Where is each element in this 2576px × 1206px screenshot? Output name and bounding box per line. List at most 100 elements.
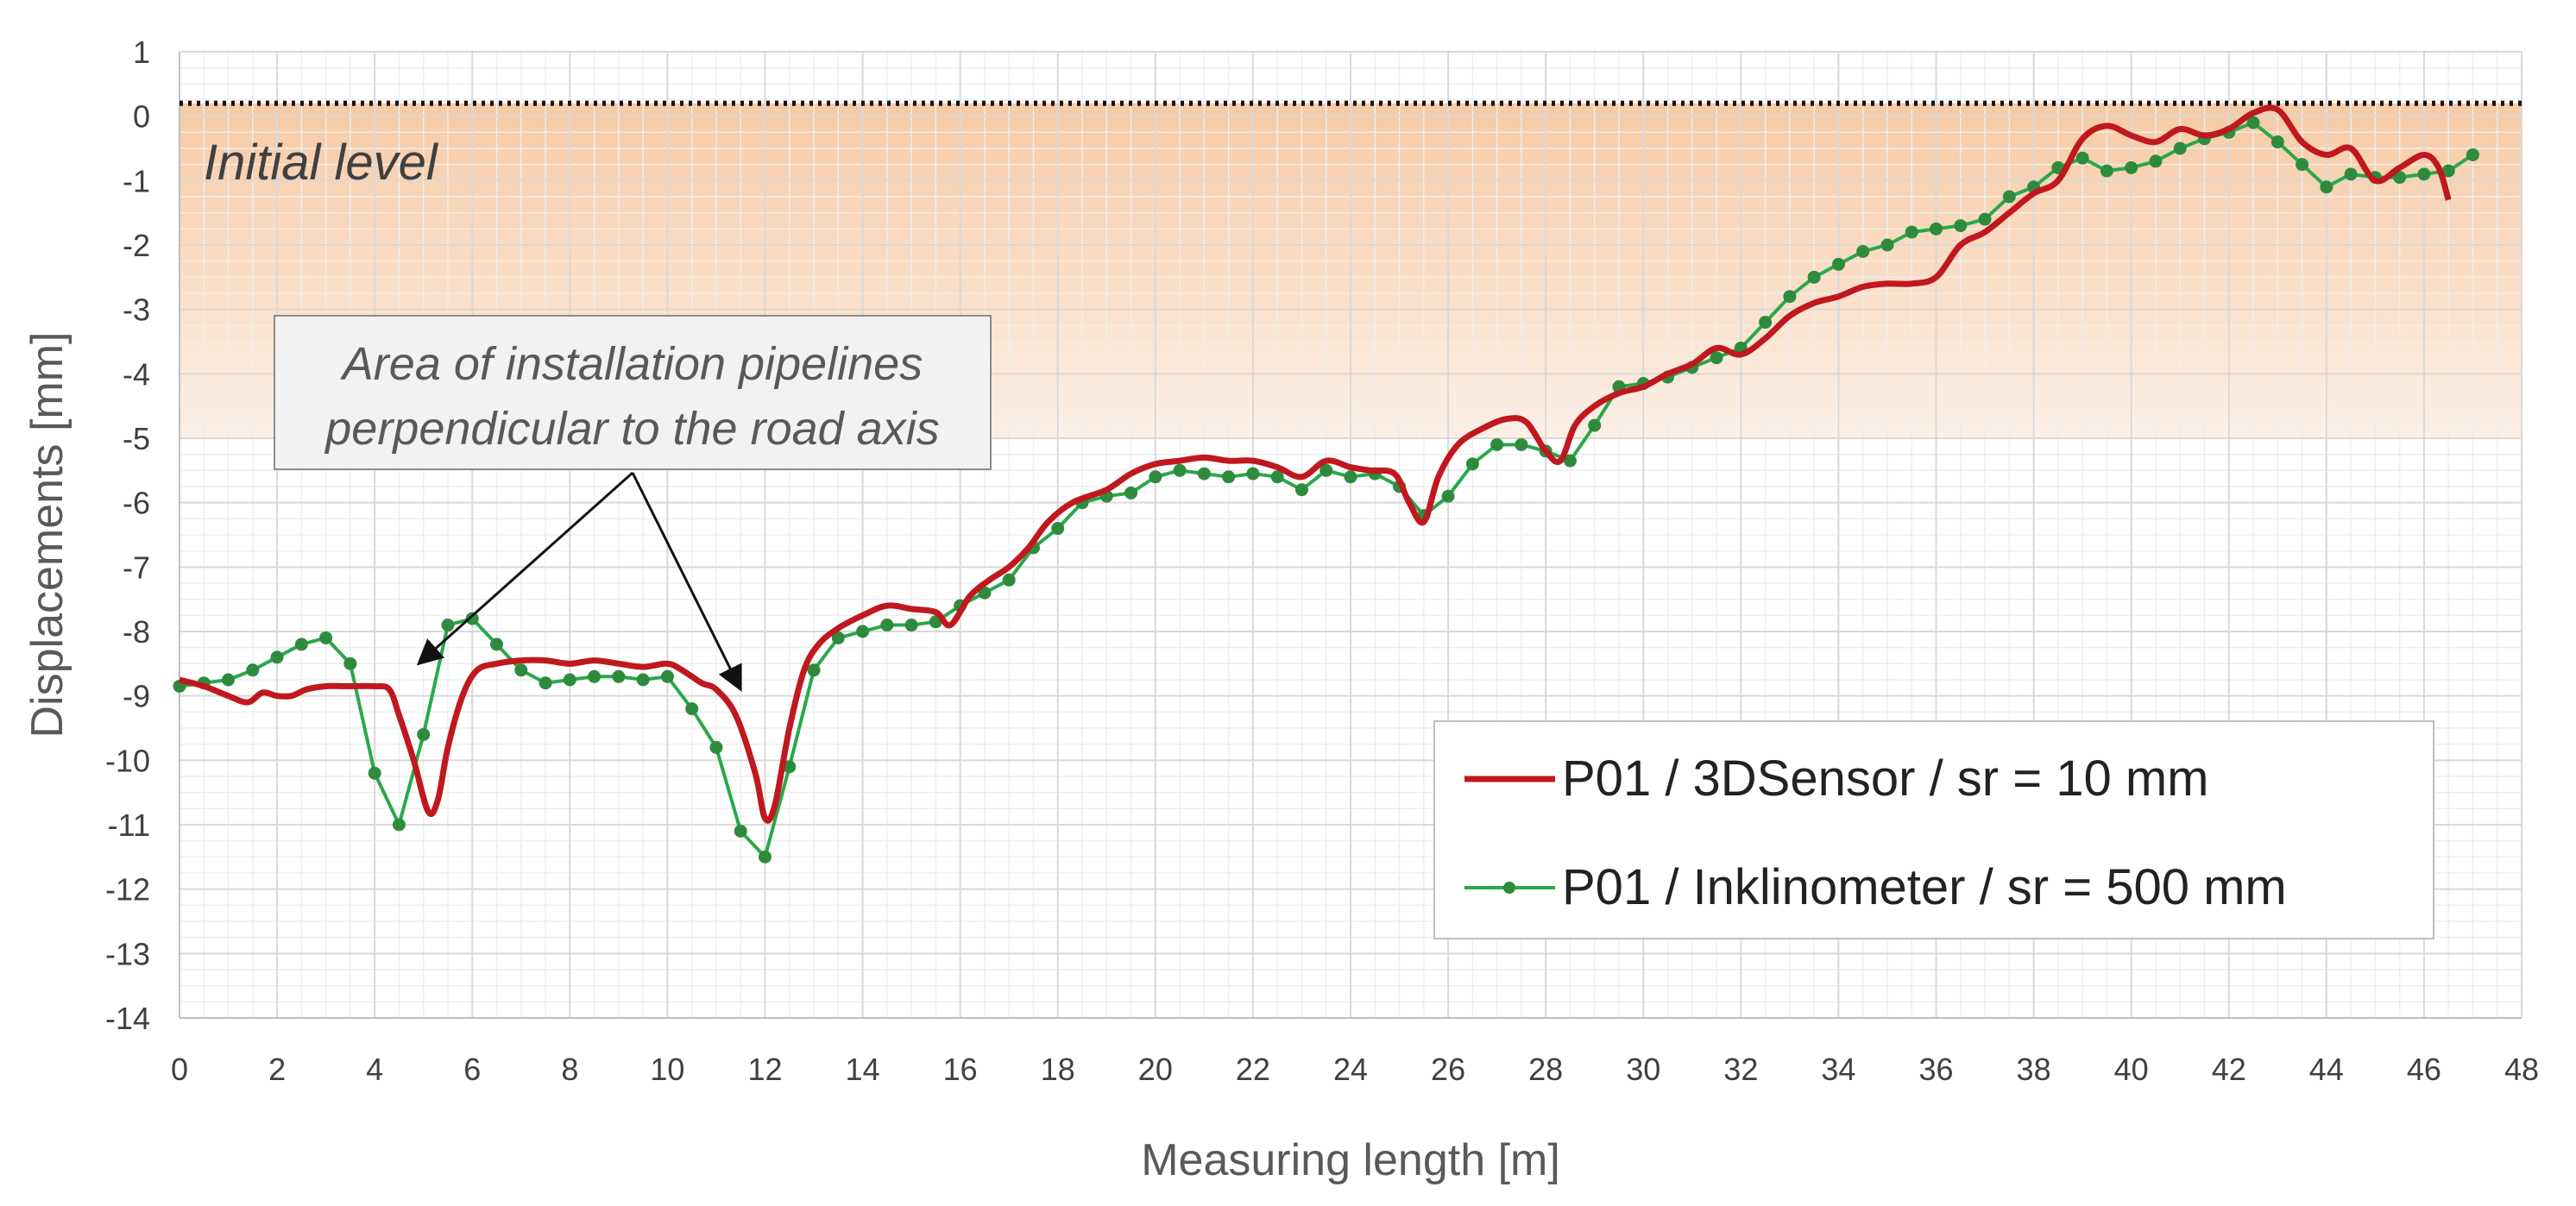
series-point-inklinometer	[514, 663, 528, 677]
series-point-inklinometer	[1905, 225, 1918, 239]
series-point-inklinometer	[2125, 160, 2138, 174]
pipelines-annotation: Area of installation pipelines perpendic…	[274, 315, 992, 692]
series-point-inklinometer	[563, 673, 576, 687]
series-point-inklinometer	[1222, 470, 1236, 484]
x-tick-label: 6	[463, 1052, 481, 1087]
series-point-inklinometer	[270, 650, 284, 664]
x-tick-label: 30	[1626, 1052, 1660, 1087]
series-point-inklinometer	[1197, 467, 1211, 481]
series-point-inklinometer	[2417, 167, 2431, 181]
y-tick-label: -12	[105, 872, 150, 908]
y-tick-label: -5	[123, 421, 150, 456]
x-tick-label: 48	[2504, 1052, 2539, 1087]
y-tick-label: -7	[123, 550, 150, 585]
legend-marker-inklinometer	[1503, 882, 1515, 894]
x-tick-label: 46	[2407, 1052, 2441, 1087]
series-point-inklinometer	[392, 818, 406, 832]
y-tick-label: -10	[105, 743, 150, 778]
annotation-arrow-left	[416, 471, 633, 666]
x-tick-label: 42	[2212, 1052, 2246, 1087]
y-tick-label: -8	[123, 614, 150, 650]
x-tick-label: 28	[1528, 1052, 1563, 1087]
series-point-inklinometer	[1124, 486, 1138, 499]
series-point-inklinometer	[539, 676, 552, 690]
y-tick-labels: 1 0 -1 -2 -3 -4 -5 -6 -7 -8 -9 -10 -11 -12 -13 -14	[105, 35, 150, 1036]
series-point-inklinometer	[904, 619, 918, 632]
series-point-inklinometer	[319, 631, 333, 644]
y-tick-label: -11	[108, 807, 150, 843]
series-point-inklinometer	[1344, 470, 1357, 484]
series-point-inklinometer	[2149, 154, 2163, 168]
series-point-inklinometer	[1930, 222, 1943, 236]
x-axis-title: Measuring length [m]	[1141, 1135, 1560, 1185]
series-point-inklinometer	[2441, 164, 2455, 178]
series-point-inklinometer	[246, 663, 260, 677]
x-tick-label: 38	[2017, 1052, 2051, 1087]
series-layer	[173, 104, 2479, 864]
series-point-inklinometer	[1515, 437, 1528, 451]
series-point-inklinometer	[441, 619, 455, 632]
series-point-inklinometer	[1441, 489, 1455, 503]
series-point-inklinometer	[1490, 437, 1504, 451]
series-point-inklinometer	[807, 663, 821, 677]
x-tick-label: 12	[747, 1052, 782, 1087]
x-tick-label: 8	[561, 1052, 578, 1087]
y-tick-label: -3	[123, 292, 150, 328]
series-point-inklinometer	[2246, 116, 2260, 129]
series-point-inklinometer	[1563, 454, 1577, 468]
series-point-inklinometer	[1710, 351, 1723, 365]
series-point-inklinometer	[783, 760, 797, 774]
x-tick-label: 34	[1821, 1052, 1855, 1087]
x-tick-label: 14	[846, 1052, 880, 1087]
y-tick-label: -9	[123, 679, 150, 714]
annotation-arrow-right	[631, 472, 742, 692]
series-point-inklinometer	[1759, 316, 1773, 330]
series-point-inklinometer	[588, 669, 601, 683]
x-tick-label: 4	[366, 1052, 383, 1087]
x-tick-label: 10	[650, 1052, 684, 1087]
series-point-inklinometer	[368, 766, 381, 780]
annotation-text-line-2: perpendicular to the road axis	[324, 403, 939, 455]
x-tick-label: 36	[1918, 1052, 1953, 1087]
x-tick-labels: 0 2 4 6 8 10 12 14 16 18 20 22 24 26 28 30 32 34 36 38 40 42 4…	[171, 1052, 2539, 1087]
series-point-inklinometer	[1173, 463, 1187, 477]
x-tick-label: 32	[1723, 1052, 1758, 1087]
series-point-inklinometer	[2075, 151, 2089, 165]
series-point-inklinometer	[1002, 573, 1016, 587]
series-line-3dsensor	[179, 104, 2452, 824]
series-point-inklinometer	[490, 638, 504, 651]
annotation-text-line-1: Area of installation pipelines	[340, 338, 923, 390]
series-point-inklinometer	[1954, 219, 1968, 233]
series-point-inklinometer	[759, 850, 772, 864]
series-point-inklinometer	[1783, 290, 1797, 304]
series-point-inklinometer	[2466, 148, 2479, 161]
annotation-box	[274, 315, 992, 470]
x-tick-label: 18	[1041, 1052, 1075, 1087]
x-tick-label: 26	[1431, 1052, 1465, 1087]
series-point-inklinometer	[2100, 164, 2113, 178]
series-point-inklinometer	[1051, 522, 1065, 536]
series-point-inklinometer	[2271, 135, 2284, 149]
x-tick-label: 20	[1138, 1052, 1173, 1087]
x-tick-label: 16	[943, 1052, 978, 1087]
series-point-inklinometer	[222, 673, 236, 687]
legend: P01 / 3DSensor / sr = 10 mm P01 / Inklin…	[1433, 720, 2434, 939]
legend-box	[1433, 720, 2434, 939]
series-point-inklinometer	[2002, 190, 2016, 204]
x-tick-label: 44	[2309, 1052, 2344, 1087]
y-tick-label: -14	[105, 1001, 150, 1036]
y-tick-label: -1	[123, 163, 150, 198]
series-point-inklinometer	[1856, 244, 1870, 258]
legend-label-inklinometer: P01 / Inklinometer / sr = 500 mm	[1562, 859, 2287, 915]
series-point-inklinometer	[1246, 467, 1260, 481]
series-point-inklinometer	[1294, 483, 1308, 497]
series-point-inklinometer	[709, 740, 723, 754]
y-tick-label: -4	[123, 356, 150, 392]
x-tick-label: 40	[2114, 1052, 2149, 1087]
series-point-inklinometer	[2320, 180, 2334, 194]
series-point-inklinometer	[1978, 212, 1992, 226]
series-point-inklinometer	[831, 631, 845, 644]
y-tick-label: -13	[105, 936, 150, 971]
y-axis-title: Displacements [mm]	[22, 332, 72, 738]
